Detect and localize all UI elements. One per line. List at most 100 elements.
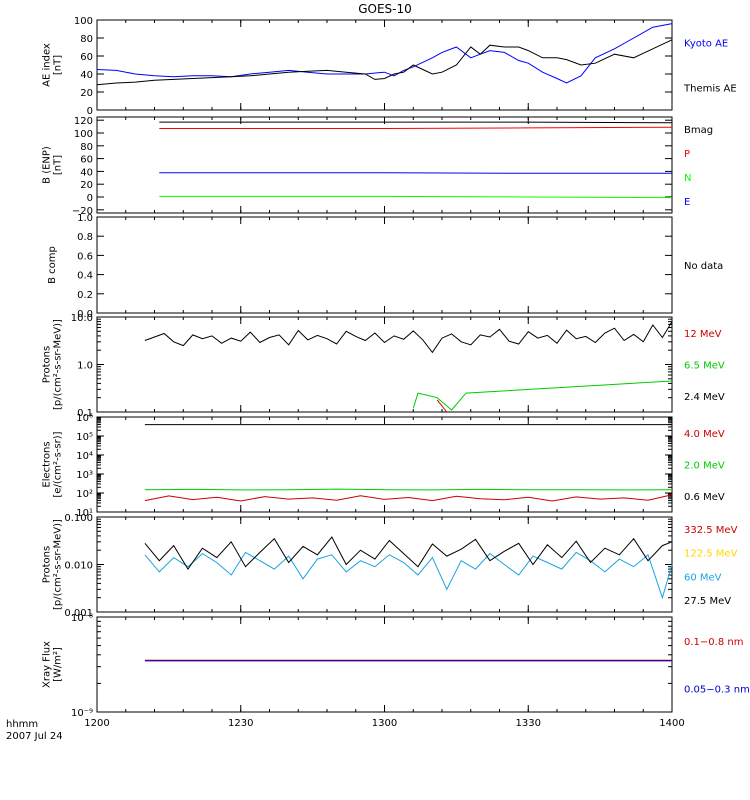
y-axis-title: [p/(cm²-s-sr-MeV)] (53, 319, 64, 410)
panel-protons: 0.1 1.0 10.0 Protons [p/(cm²-s-sr-MeV)] 12 Me… (42, 313, 725, 419)
legend-entry: E (684, 197, 690, 208)
panel-frame (96, 616, 673, 713)
x-tick-label: 1200 (84, 718, 109, 729)
series-line-bfield-0 (159, 121, 673, 124)
y-tick-label: 0.2 (77, 290, 93, 301)
x-tick-label: 1230 (228, 718, 253, 729)
legend-entry: P (684, 149, 690, 160)
y-tick-label: 20 (80, 180, 93, 191)
panel-electrons: 10¹ 10² 10³ 10⁴ 10⁵ 10⁶ Electrons [e/(cm²-s-sr)… (42, 413, 725, 519)
y-axis-title: AE index (42, 43, 53, 87)
x-tick-label: 1300 (372, 718, 397, 729)
y-axis-title: [e/(cm²-s-sr)] (53, 431, 64, 497)
y-tick-label: 0.8 (77, 232, 93, 243)
panel-hiprotons: 0.001 0.010 0.100 Protons [p/(cm²-s-sr-MeV)]… (42, 513, 738, 619)
panel-bcomp: 0.0 0.2 0.4 0.6 0.8 1.0 B comp No data (47, 213, 723, 320)
y-tick-label: 20 (80, 88, 93, 99)
chart-title: GOES-10 (358, 2, 412, 16)
y-tick-label: 10¹ (76, 508, 93, 519)
legend-entry: 0.05−0.3 nm (684, 684, 750, 695)
legend-entry: 12 MeV (684, 329, 722, 340)
series-line-bfield-1 (159, 126, 673, 129)
legend-entry: 60 MeV (684, 572, 722, 583)
series-line-protons-2 (436, 399, 448, 413)
y-tick-label: 10³ (76, 470, 93, 481)
y-tick-label: 0.4 (77, 271, 93, 282)
y-tick-label: 80 (80, 34, 93, 45)
panel-frame (96, 216, 673, 314)
legend-entry: 332.5 MeV (684, 525, 738, 536)
y-axis-title: [p/(cm²-s-sr-MeV)] (53, 519, 64, 610)
y-tick-label: 0.0 (77, 309, 93, 320)
y-axis-title: Protons (42, 546, 53, 583)
y-tick-label: 100 (74, 16, 93, 27)
y-axis-title: Protons (42, 346, 53, 383)
panel-frame (96, 19, 673, 111)
series-line-protons-0 (144, 321, 673, 354)
series-line-hiprotons-1 (144, 536, 673, 571)
y-tick-label: 40 (80, 70, 93, 81)
y-axis-title: [nT] (53, 155, 64, 175)
y-axis-title: [nT] (53, 55, 64, 75)
y-tick-label: 10⁶ (76, 413, 93, 424)
y-tick-label: 120 (74, 116, 93, 127)
y-tick-label: 0.010 (64, 561, 93, 572)
y-tick-label: 10⁴ (76, 451, 93, 462)
y-tick-label: 60 (80, 155, 93, 166)
y-tick-label: 80 (80, 142, 93, 153)
y-tick-label: 10.0 (71, 313, 93, 324)
series-line-ae-0 (96, 23, 673, 84)
legend-entry: Kyoto AE (684, 39, 728, 50)
panel-ae: 0 20 40 60 80 100 AE index [nT] Kyoto AE Themis A… (42, 16, 737, 117)
legend-entry: 0.6 MeV (684, 492, 725, 503)
time-format-label: hhmm (6, 719, 38, 730)
time-axis: 1200 1230 1300 1330 1400 (84, 718, 684, 729)
y-tick-label: 1.0 (77, 361, 93, 372)
panel-frame (96, 316, 673, 413)
panel-xray: 10⁻⁹ 10⁻⁸ Xray Flux [W/m²] 0.1−0.8 nm 0.05−0.… (42, 613, 750, 719)
y-axis-title: B (ENP) (42, 146, 53, 184)
series-line-bfield-2 (159, 172, 672, 174)
y-tick-label: 0 (87, 193, 93, 204)
legend-entry: Themis AE (683, 84, 737, 95)
y-tick-label: 10⁻⁸ (71, 613, 93, 624)
series-line-electrons-2 (144, 494, 673, 502)
y-tick-label: 40 (80, 167, 93, 178)
legend-entry: 4.0 MeV (684, 429, 725, 440)
x-tick-label: 1400 (659, 718, 684, 729)
y-tick-label: 10⁻⁹ (71, 708, 93, 719)
series-line-protons-1 (412, 380, 673, 411)
legend-entry: 6.5 MeV (684, 361, 725, 372)
legend-entry: 2.4 MeV (684, 392, 725, 403)
panel-frame (96, 116, 673, 214)
series-line-hiprotons-0 (144, 551, 673, 600)
y-tick-label: 0.6 (77, 251, 93, 262)
legend-entry: 0.1−0.8 nm (684, 637, 743, 648)
y-tick-label: 0.001 (64, 608, 93, 619)
legend-entry: 122.5 MeV (684, 549, 738, 560)
y-tick-label: 10⁵ (76, 432, 93, 443)
y-axis-title: Electrons (42, 441, 53, 487)
y-tick-label: 0.100 (64, 513, 93, 524)
legend-entry: No data (684, 261, 723, 272)
legend-entry: N (684, 173, 691, 184)
legend-entry: Bmag (684, 125, 713, 136)
date-label: 2007 Jul 24 (6, 731, 63, 742)
y-tick-label: 1.0 (77, 213, 93, 224)
y-axis-title: B comp (47, 246, 58, 284)
series-line-ae-1 (96, 39, 673, 86)
x-tick-label: 1330 (516, 718, 541, 729)
legend-entry: 27.5 MeV (684, 596, 731, 607)
series-line-electrons-1 (144, 488, 673, 491)
panel-frame (96, 516, 673, 613)
y-axis-title: [W/m²] (53, 647, 64, 682)
y-tick-label: 0.1 (77, 408, 93, 419)
y-axis-title: Xray Flux (42, 641, 53, 688)
y-tick-label: 0 (87, 106, 93, 117)
y-tick-label: −20 (72, 206, 93, 217)
legend-entry: 2.0 MeV (684, 461, 725, 472)
y-tick-label: 60 (80, 52, 93, 63)
